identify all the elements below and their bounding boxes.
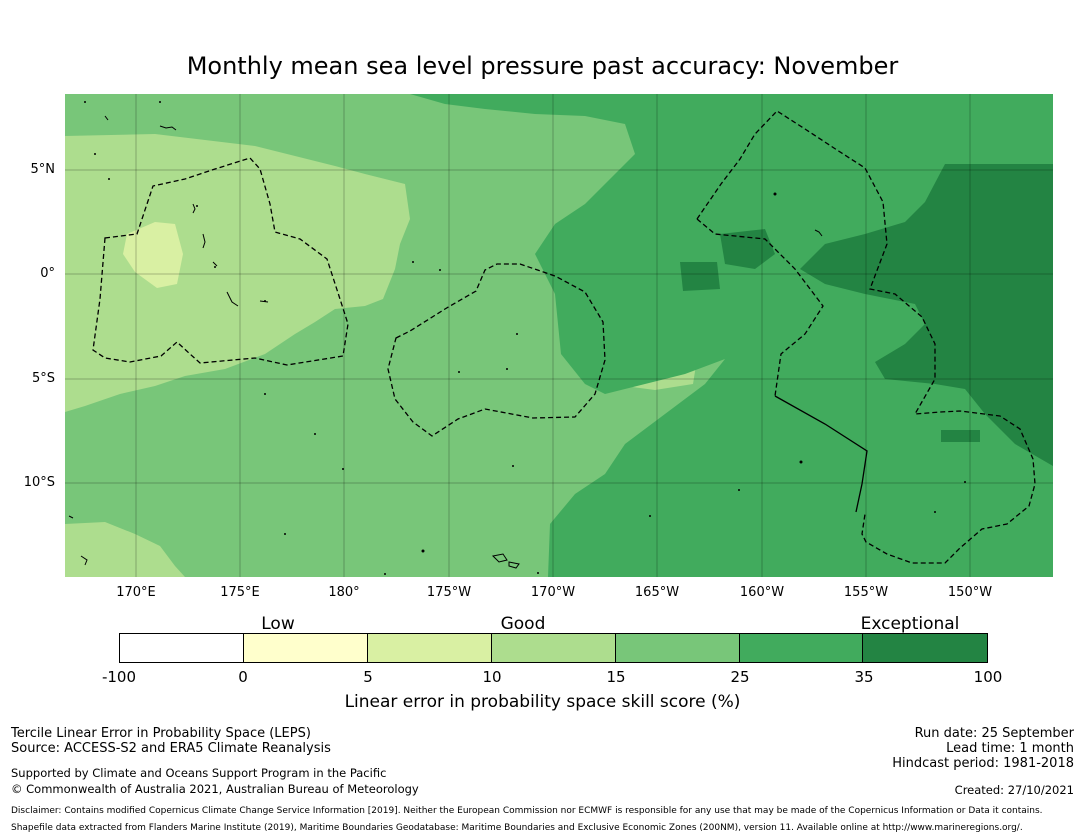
skill-field-10-15-south — [65, 522, 185, 577]
footer-hindcast: Hindcast period: 1981-2018 — [892, 756, 1074, 771]
colorbar-tick: 10 — [482, 668, 502, 686]
colorbar-swatch — [863, 634, 988, 662]
lon-label-175w: 175°W — [426, 585, 472, 600]
skill-field-10-15-west — [65, 134, 410, 412]
island — [80, 555, 88, 566]
footer-support: Supported by Climate and Oceans Support … — [11, 766, 387, 780]
island — [508, 561, 520, 569]
colorbar-swatch — [492, 634, 616, 662]
lon-label-170e: 170°E — [116, 585, 156, 600]
colorbar-tick: 0 — [238, 668, 248, 686]
lat-label-0: 0° — [40, 266, 55, 281]
footer-disclaimer: Disclaimer: Contains modified Copernicus… — [11, 806, 1043, 816]
island — [159, 125, 177, 131]
colorbar-tick: -100 — [101, 668, 137, 686]
colorbar-category-exceptional: Exceptional — [860, 614, 960, 634]
lat-label-5s: 5°S — [31, 371, 55, 386]
eez-kiribati-line-inner — [696, 218, 824, 397]
skill-field-35-100 — [800, 164, 1053, 466]
island — [212, 261, 218, 267]
lon-label-150w: 150°W — [947, 585, 993, 600]
island — [104, 115, 109, 121]
colorbar-swatch — [120, 634, 244, 662]
skill-field-35-100-patch — [680, 262, 720, 291]
colorbar-tick: 35 — [854, 668, 874, 686]
islands — [68, 115, 823, 569]
footer-run-date: Run date: 25 September — [914, 726, 1074, 741]
skill-field-35-100-patch3 — [941, 430, 980, 442]
lon-label-155w: 155°W — [843, 585, 889, 600]
colorbar-tick: 25 — [730, 668, 750, 686]
island-dots — [84, 101, 966, 575]
eez-kiribati-gilbert — [92, 157, 349, 366]
island — [192, 203, 196, 214]
lon-label-180: 180° — [328, 585, 360, 600]
island — [202, 233, 206, 249]
colorbar-tick: 5 — [363, 668, 373, 686]
footer-copyright: © Commonwealth of Australia 2021, Austra… — [11, 782, 419, 796]
colorbar-swatch — [615, 634, 740, 662]
footer-source: Source: ACCESS-S2 and ERA5 Climate Reana… — [11, 741, 331, 756]
footer-shapefile: Shapefile data extracted from Flanders M… — [11, 823, 1023, 833]
island — [226, 291, 239, 307]
colorbar-swatch — [739, 634, 864, 662]
skill-field-5-10 — [123, 222, 183, 288]
eez-tokelau — [387, 263, 606, 437]
lon-label-160w: 160°W — [739, 585, 785, 600]
footer-created: Created: 27/10/2021 — [954, 783, 1074, 797]
boundary-solid — [774, 395, 868, 513]
island — [68, 515, 74, 519]
colorbar-swatch — [368, 634, 493, 662]
island — [814, 229, 823, 237]
eez-kiribati-line — [696, 110, 1036, 564]
colorbar — [119, 633, 988, 663]
island — [259, 300, 269, 303]
lon-label-165w: 165°W — [634, 585, 680, 600]
lat-label-10s: 10°S — [23, 475, 55, 490]
colorbar-tick: 100 — [973, 668, 1003, 686]
lon-label-170w: 170°W — [530, 585, 576, 600]
skill-map — [65, 94, 1053, 577]
skill-field-35-100-patch2 — [720, 229, 775, 269]
colorbar-tick: 15 — [606, 668, 626, 686]
lat-label-5n: 5°N — [30, 162, 56, 177]
colorbar-label: Linear error in probability space skill … — [344, 692, 741, 712]
footer-method: Tercile Linear Error in Probability Spac… — [11, 726, 311, 741]
colorbar-category-good: Good — [500, 614, 546, 634]
colorbar-category-low: Low — [261, 614, 295, 634]
eez-boundaries — [92, 110, 1036, 564]
page-title: Monthly mean sea level pressure past acc… — [186, 52, 899, 80]
lon-label-175e: 175°E — [220, 585, 260, 600]
colorbar-swatch — [243, 634, 369, 662]
skill-field-25-35 — [410, 94, 1053, 577]
island — [491, 553, 508, 563]
graticule — [65, 94, 1053, 577]
footer-lead-time: Lead time: 1 month — [946, 741, 1074, 756]
